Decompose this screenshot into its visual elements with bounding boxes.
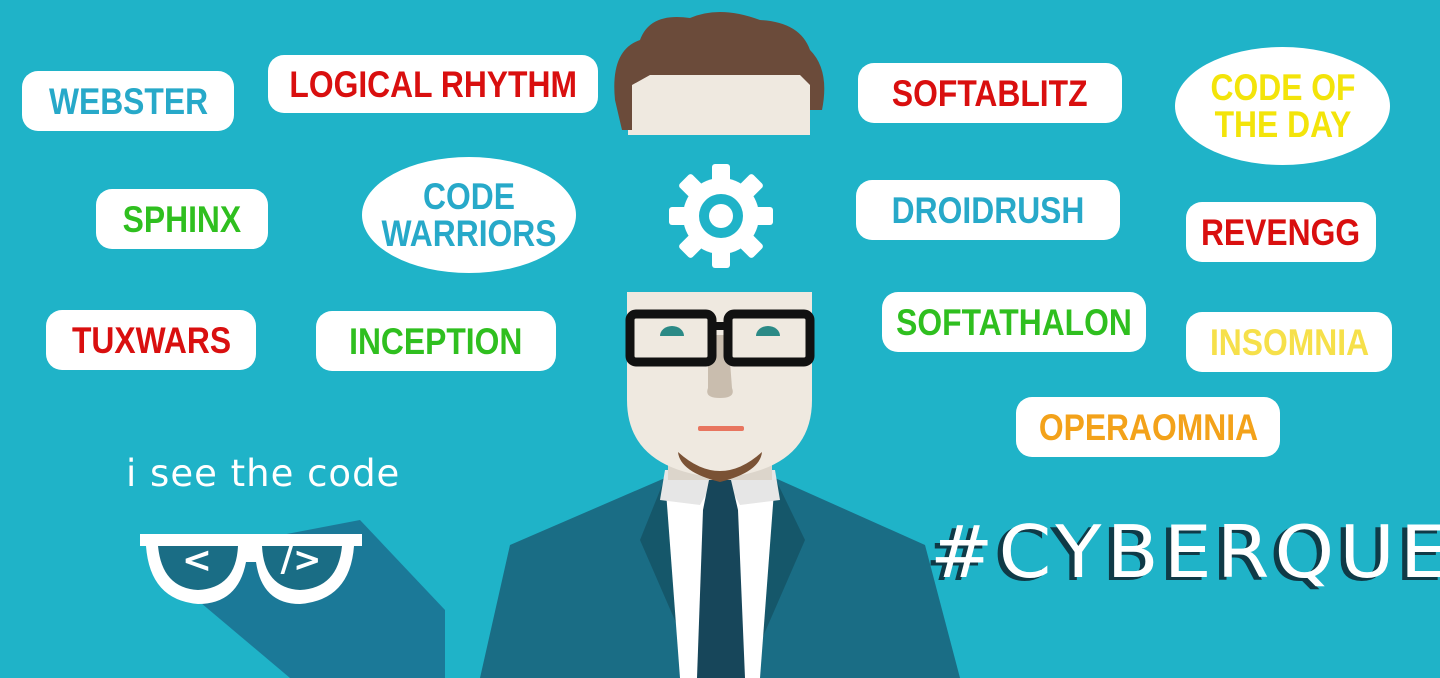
head-top [628,75,810,135]
event-sphinx: SPHINX [96,189,268,249]
event-inception: INCEPTION [316,311,556,371]
glasses-left-symbol: < [181,540,213,581]
event-droidrush: DROIDRUSH [856,180,1120,240]
hashtag-title: #CYBERQUEST [930,510,1440,594]
event-insomnia: INSOMNIA [1186,312,1392,372]
gear-icon [669,164,773,268]
event-code-warriors: CODE WARRIORS [362,157,576,273]
event-webster: WEBSTER [22,71,234,131]
event-tuxwars: TUXWARS [46,310,256,370]
event-operaomnia: OPERAOMNIA [1016,397,1280,457]
eye-left [660,326,684,336]
glasses-bridge [712,322,728,330]
mouth [698,426,744,431]
event-softathalon: SOFTATHALON [882,292,1146,352]
tie [697,480,745,678]
hair [614,11,825,130]
event-logical-rhythm: LOGICAL RHYTHM [268,55,598,113]
glasses-right-symbol: /> [280,540,322,580]
beard [678,452,762,482]
code-glasses-icon [140,534,362,604]
event-softablitz: SOFTABLITZ [858,63,1122,123]
event-revengg: REVENGG [1186,202,1376,262]
face-glasses-right [723,309,815,367]
tagline: i see the code [126,452,401,495]
face-glasses-left [625,309,717,367]
event-code-of-the-day: CODE OF THE DAY [1175,47,1390,165]
eye-right [756,326,780,336]
